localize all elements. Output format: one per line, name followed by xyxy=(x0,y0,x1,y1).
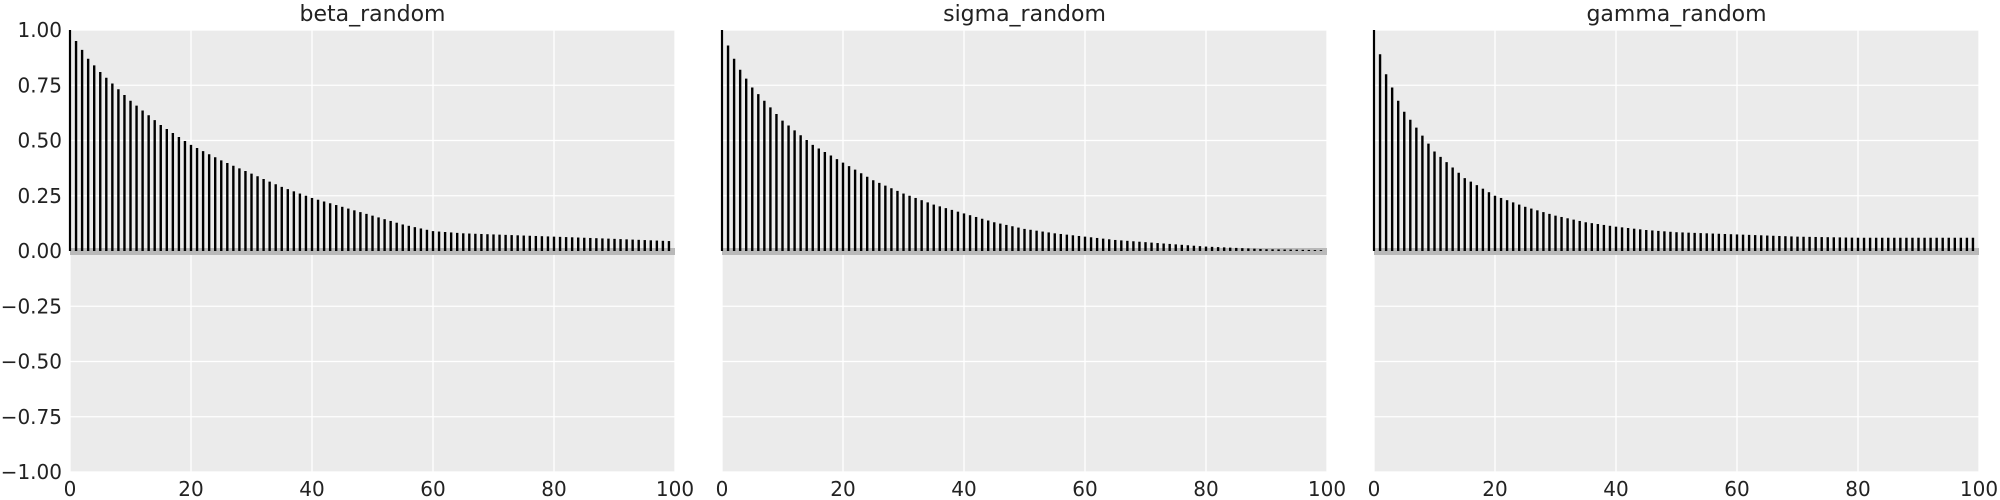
x-tick-label: 20 xyxy=(1482,477,1507,500)
acf-panel-2: gamma_random 0 20 40 60 80 100 xyxy=(1368,2,1998,500)
x-tick-label: 60 xyxy=(1724,477,1749,500)
y-tick-label: 1.00 xyxy=(17,18,62,42)
x-tick-label: 100 xyxy=(1308,477,1346,500)
x-tick-label: 40 xyxy=(299,477,324,500)
x-tick-label: 0 xyxy=(1368,477,1381,500)
chart-title: sigma_random xyxy=(943,2,1106,27)
zero-band xyxy=(722,248,1327,255)
y-tick-label: −0.25 xyxy=(1,294,62,318)
x-tick-label: 60 xyxy=(1072,477,1097,500)
x-tick-label: 80 xyxy=(541,477,566,500)
chart-title: beta_random xyxy=(300,2,446,27)
y-tick-label: −1.00 xyxy=(1,460,62,484)
zero-band xyxy=(70,248,675,255)
x-tick-label: 80 xyxy=(1845,477,1870,500)
y-tick-label: 0.75 xyxy=(17,73,62,97)
chart-title: gamma_random xyxy=(1586,2,1766,27)
x-tick-label: 40 xyxy=(1603,477,1628,500)
x-tick-label: 20 xyxy=(830,477,855,500)
y-tick-label: 0.25 xyxy=(17,184,62,208)
x-tick-label: 80 xyxy=(1193,477,1218,500)
acf-panel-1: sigma_random 0 20 40 60 80 100 xyxy=(716,2,1346,500)
x-tick-label: 60 xyxy=(420,477,445,500)
x-tick-label: 20 xyxy=(178,477,203,500)
x-tick-label: 100 xyxy=(1960,477,1998,500)
x-tick-label: 40 xyxy=(951,477,976,500)
acf-panel-0: beta_random 0 20 40 60 80 100 1.00 0.75 0.50 0.25 0… xyxy=(1,2,694,500)
x-tick-label: 100 xyxy=(656,477,694,500)
x-tick-label: 0 xyxy=(64,477,77,500)
y-tick-label: −0.75 xyxy=(1,405,62,429)
y-tick-label: 0.00 xyxy=(17,239,62,263)
x-tick-label: 0 xyxy=(716,477,729,500)
y-tick-label: −0.50 xyxy=(1,350,62,374)
zero-band xyxy=(1374,248,1979,255)
y-tick-label: 0.50 xyxy=(17,129,62,153)
